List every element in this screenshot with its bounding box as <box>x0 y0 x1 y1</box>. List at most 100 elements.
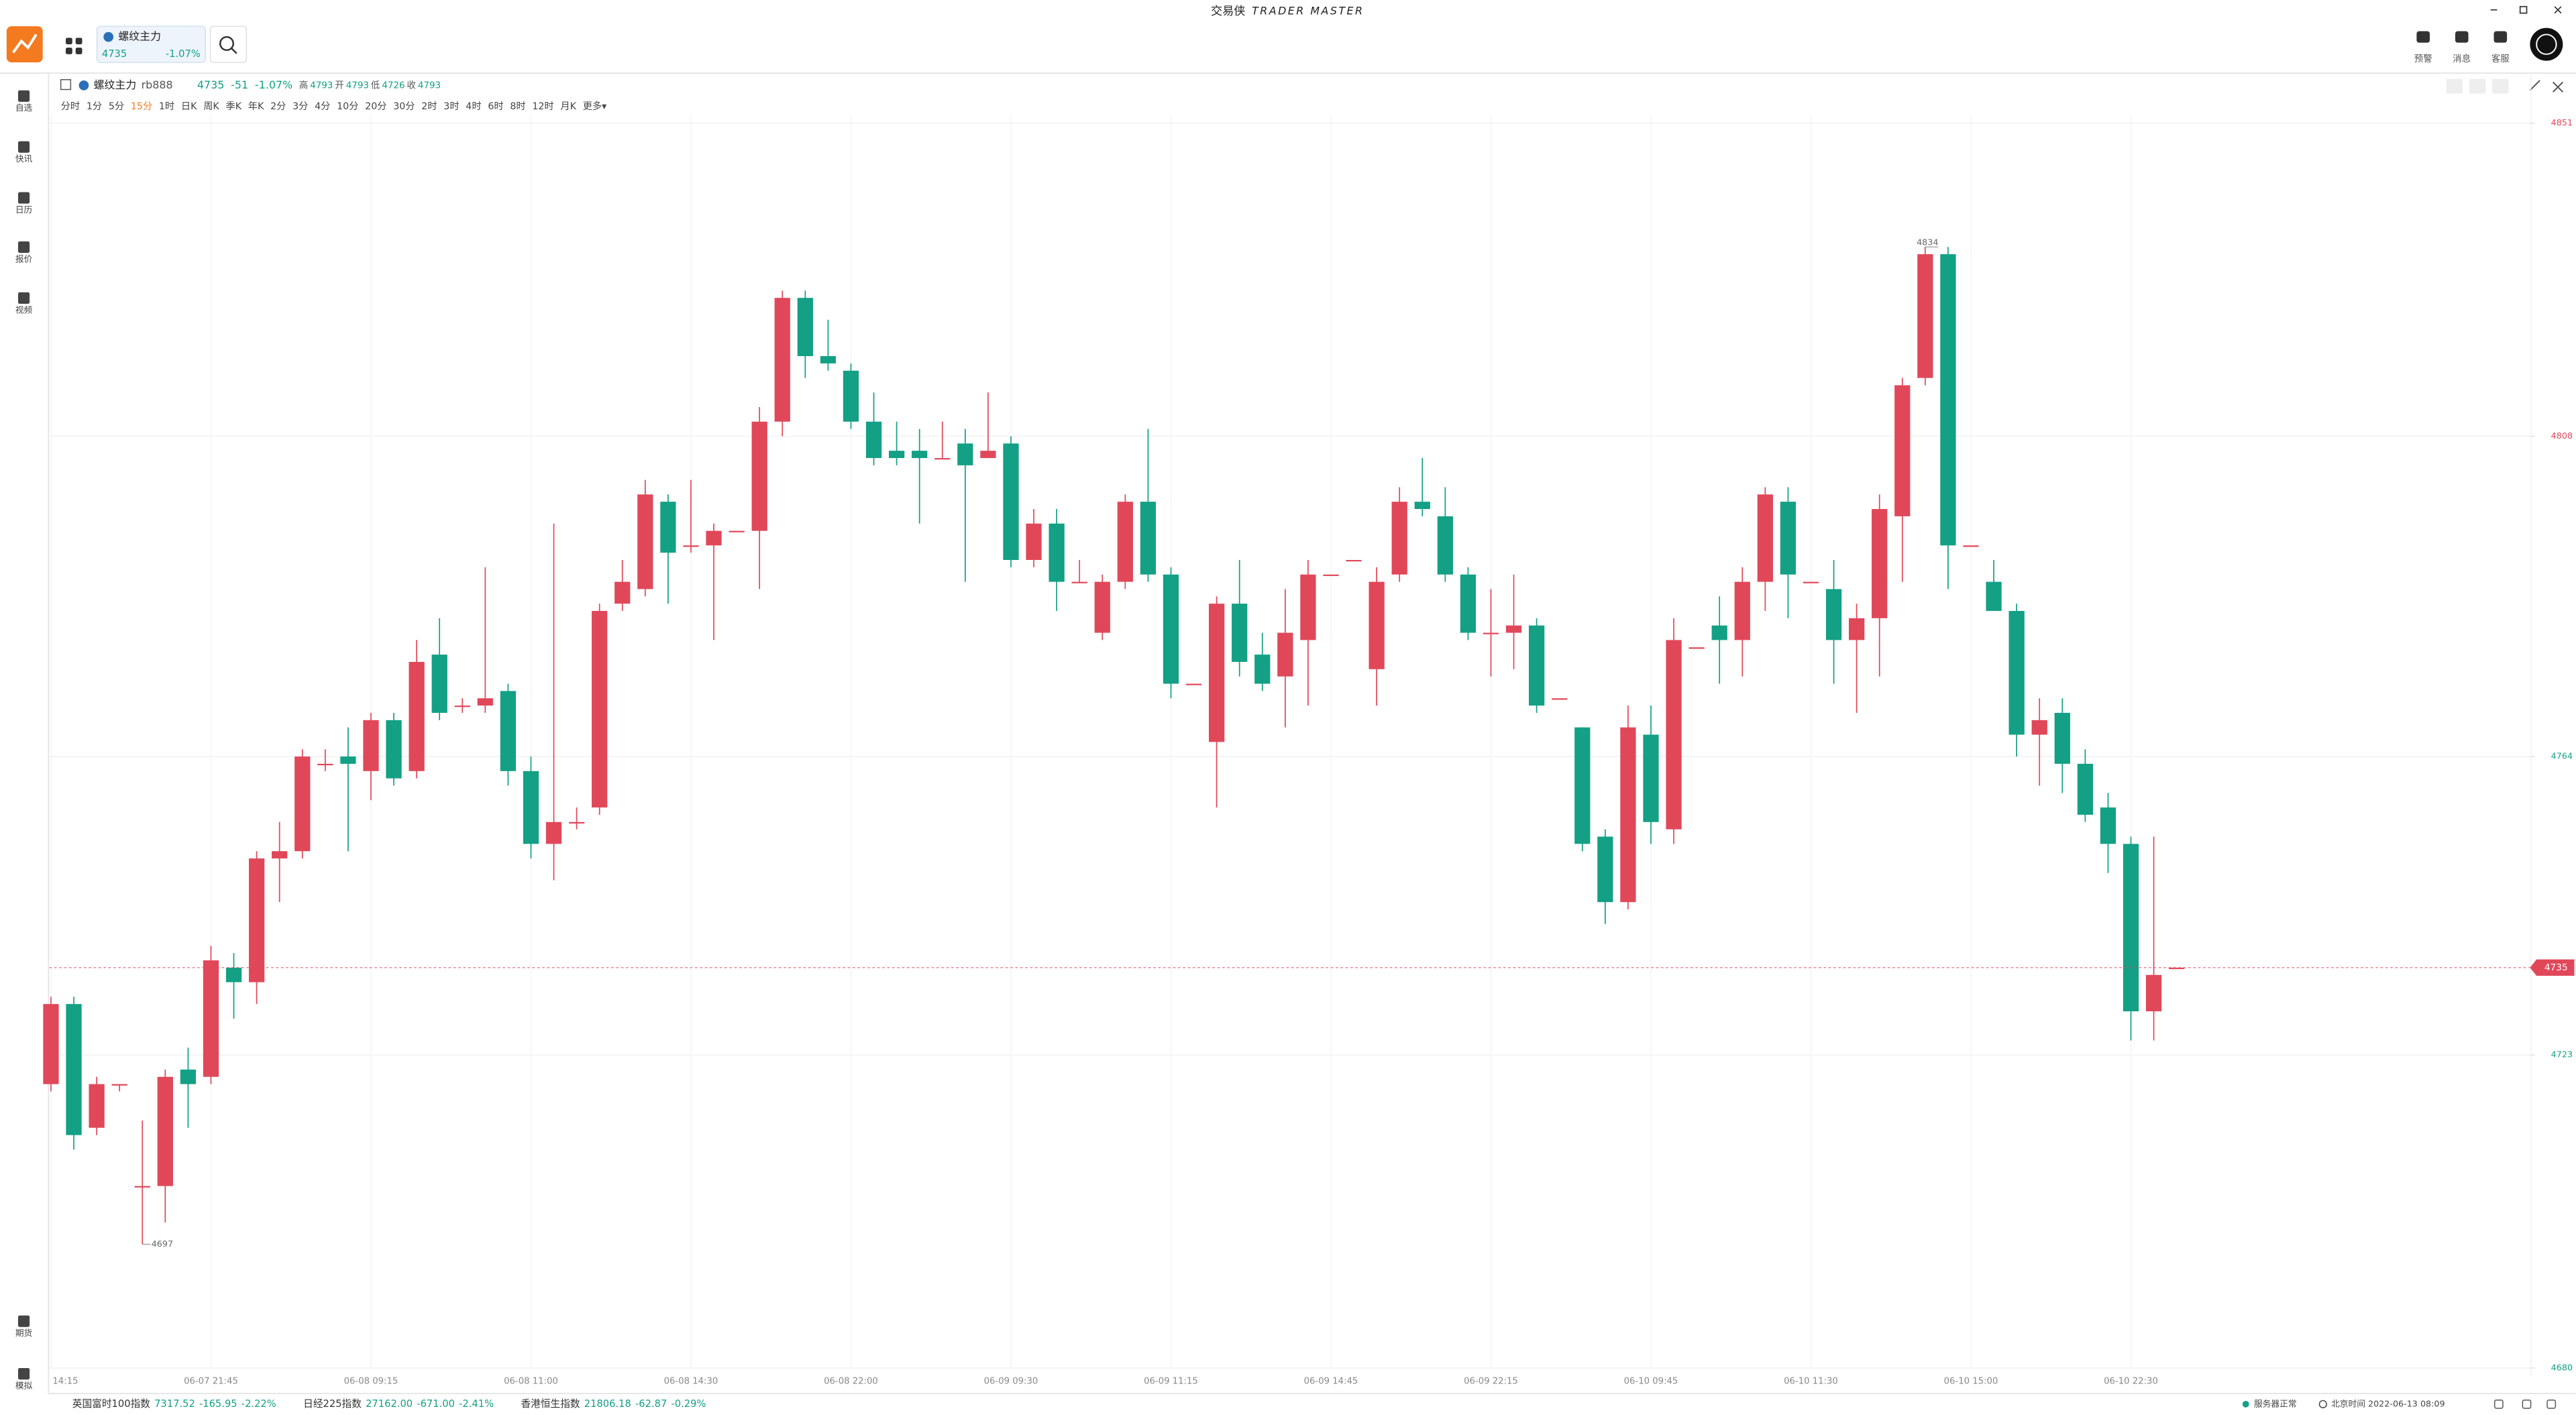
candle-body <box>1232 604 1248 662</box>
top-icon-label[interactable]: 消息 <box>2453 53 2471 64</box>
candle-body <box>157 1076 173 1186</box>
nav-label[interactable]: 日历 <box>15 205 33 215</box>
timeframe[interactable]: 3分 <box>292 101 308 112</box>
tab-name: 螺纹主力 <box>118 30 161 43</box>
nav-label[interactable]: 模拟 <box>15 1381 33 1391</box>
candle-body <box>2054 712 2070 764</box>
candle-body <box>1643 734 1659 822</box>
timeframe[interactable]: 3时 <box>443 101 459 112</box>
candle-body <box>957 443 973 465</box>
candle-body <box>706 530 722 546</box>
top-icon[interactable] <box>2493 31 2508 43</box>
candle-body <box>1688 647 1705 649</box>
timeframe[interactable]: 6时 <box>488 101 503 112</box>
instrument-tab[interactable] <box>96 25 206 63</box>
quote-price: 4735 <box>197 78 224 91</box>
timeframe[interactable]: 12时 <box>532 101 553 112</box>
top-icon[interactable] <box>2416 31 2430 43</box>
y-tick-label: 4680 <box>2551 1363 2573 1373</box>
timeframe[interactable]: 4时 <box>466 101 481 112</box>
nav-label[interactable]: 期货 <box>15 1328 33 1339</box>
timeframe[interactable]: 5分 <box>109 101 124 112</box>
status-icon[interactable] <box>2522 1399 2532 1409</box>
tab-price: 4735 <box>102 48 127 60</box>
timeframe[interactable]: 更多▾ <box>583 101 607 112</box>
quote-low: 4726 <box>382 80 405 91</box>
timeframe[interactable]: 季K <box>226 101 242 112</box>
apps-dot <box>65 48 72 54</box>
high-mark-label: 4834 <box>1917 238 1938 248</box>
candle-body <box>2145 974 2162 1012</box>
quote-badge <box>78 80 89 91</box>
timeframe[interactable]: 周K <box>203 101 219 112</box>
nav-icon[interactable] <box>17 241 30 253</box>
timeframe[interactable]: 分时 <box>61 101 80 112</box>
index-name: 英国富时100指数 <box>72 1398 150 1410</box>
quote-name: 螺纹主力 <box>94 78 137 91</box>
maximize[interactable] <box>2519 5 2528 14</box>
nav-icon[interactable] <box>17 192 30 204</box>
x-tick-label: 06-09 22:15 <box>1464 1377 1518 1387</box>
x-tick-label: 06-07 21:45 <box>184 1377 238 1387</box>
top-icon-label[interactable]: 预警 <box>2414 54 2432 64</box>
timeframe[interactable]: 8时 <box>510 101 525 112</box>
candle-body <box>592 610 608 808</box>
nav-label[interactable]: 自选 <box>15 103 33 113</box>
top-icon-label[interactable]: 客服 <box>2491 53 2510 64</box>
timeframe[interactable]: 20分 <box>365 101 386 112</box>
timeframe[interactable]: 日K <box>181 101 197 112</box>
app-title-en: TRADER MASTER <box>1252 5 1364 17</box>
timeframe[interactable]: 10分 <box>337 101 358 112</box>
nav-icon[interactable] <box>17 90 30 102</box>
nav-icon[interactable] <box>17 292 30 304</box>
quote-high-label: 高 <box>299 79 308 91</box>
status-icon[interactable] <box>2494 1399 2504 1409</box>
candle-body <box>1574 727 1591 844</box>
apps-button[interactable] <box>65 38 83 54</box>
timeframe[interactable]: 2分 <box>270 101 286 112</box>
search-icon-handle <box>231 48 237 54</box>
expand-button[interactable] <box>2529 80 2540 91</box>
candle-body <box>1872 509 1888 618</box>
avatar[interactable] <box>2530 27 2563 61</box>
timeframe[interactable]: 15分 <box>131 101 152 112</box>
timeframe[interactable]: 年K <box>248 101 264 112</box>
timeframe[interactable]: 月K <box>560 101 576 112</box>
x-tick-label: 06-09 11:15 <box>1144 1377 1198 1387</box>
status-icon[interactable] <box>2546 1399 2557 1409</box>
close-chart-button[interactable] <box>2552 81 2564 93</box>
candle-body <box>660 502 676 553</box>
logo-mark <box>12 34 38 54</box>
nav-icon[interactable] <box>17 1367 30 1380</box>
candle-body <box>614 581 631 604</box>
quote-close-label: 收 <box>407 80 415 91</box>
y-tick-label: 4808 <box>2551 431 2573 441</box>
tool-button[interactable] <box>2446 78 2463 94</box>
candle-body <box>1940 254 1956 546</box>
nav-label[interactable]: 视频 <box>15 304 33 315</box>
index-pct: -2.22% <box>241 1398 276 1410</box>
timeframe[interactable]: 1分 <box>87 101 102 112</box>
timeframe[interactable]: 30分 <box>393 101 415 112</box>
candle-body <box>1391 502 1407 575</box>
timeframe[interactable]: 4分 <box>315 101 330 112</box>
nav-icon[interactable] <box>17 1315 30 1327</box>
timeframe[interactable]: 2时 <box>421 101 437 112</box>
candle-body <box>1917 254 1933 378</box>
tool-button[interactable] <box>2469 78 2486 94</box>
nav-icon[interactable] <box>17 141 30 153</box>
y-tick-label: 4723 <box>2551 1050 2573 1060</box>
apps-dot <box>65 38 72 45</box>
timeframe[interactable]: 1时 <box>159 101 174 112</box>
quote-low-label: 低 <box>371 80 380 91</box>
candle-body <box>1208 604 1225 742</box>
nav-label[interactable]: 报价 <box>15 254 33 264</box>
top-icon[interactable] <box>2455 31 2469 43</box>
search-button[interactable] <box>209 25 248 63</box>
candle-body <box>1163 574 1179 684</box>
tool-button[interactable] <box>2492 78 2509 94</box>
nav-label[interactable]: 快讯 <box>15 154 33 164</box>
close[interactable] <box>2554 6 2562 14</box>
candle-body <box>1071 581 1087 583</box>
candle-body <box>2100 807 2116 844</box>
